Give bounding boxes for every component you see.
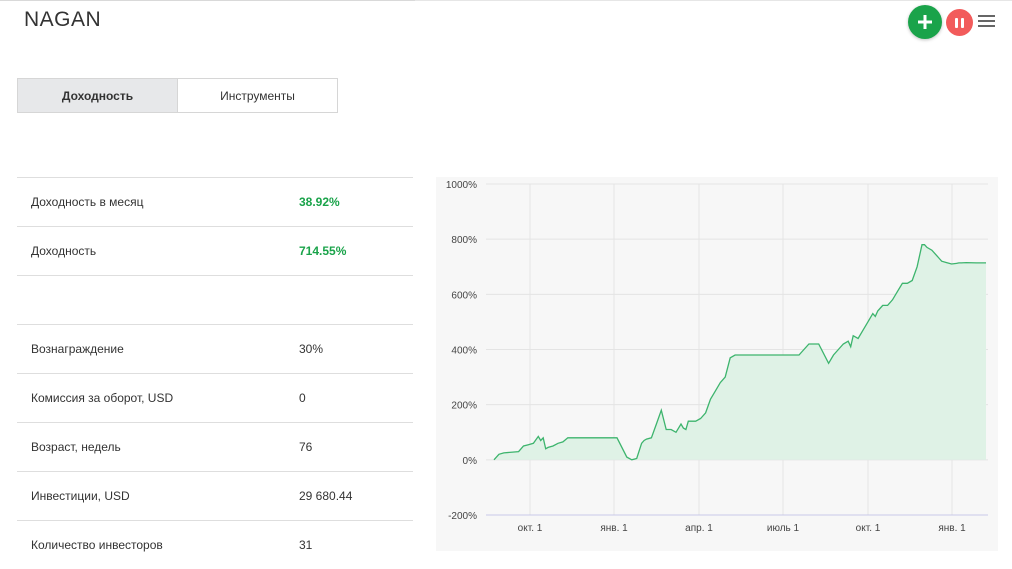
y-tick-label: 0%: [463, 456, 478, 467]
stat-value: 30%: [299, 342, 324, 356]
stat-value: 38.92%: [299, 195, 340, 209]
stat-label: Инвестиции, USD: [31, 489, 130, 503]
add-button[interactable]: [908, 5, 942, 39]
series-area: [494, 244, 986, 460]
stats-table: Доходность в месяц 38.92% Доходность 714…: [17, 177, 413, 569]
x-tick-label: окт. 1: [856, 523, 881, 534]
stat-label: Доходность: [31, 244, 97, 258]
stat-label: Количество инвесторов: [31, 538, 163, 552]
tab-returns[interactable]: Доходность: [18, 79, 178, 112]
y-tick-label: 200%: [451, 401, 477, 412]
stat-row-monthly: Доходность в месяц 38.92%: [17, 177, 413, 226]
x-tick-label: янв. 1: [600, 523, 628, 534]
returns-chart: 1000% 800% 600% 400% 200% 0% -200% окт. 1 янв. 1…: [436, 177, 998, 551]
series-line: [493, 244, 986, 461]
y-tick-label: -200%: [448, 511, 477, 522]
tab-instruments[interactable]: Инструменты: [220, 88, 295, 103]
tab-bar: Доходность Инструменты: [17, 78, 338, 113]
stat-row-empty: [17, 275, 413, 324]
x-tick-label: апр. 1: [685, 523, 713, 534]
x-tick-label: янв. 1: [938, 523, 966, 534]
page-title: NAGAN: [24, 8, 102, 31]
stat-row-total: Доходность 714.55%: [17, 226, 413, 275]
stat-row-age: Возраст, недель 76: [17, 422, 413, 471]
y-tick-label: 400%: [451, 346, 477, 357]
x-tick-label: июль 1: [767, 523, 800, 534]
pause-button[interactable]: [946, 9, 973, 36]
pause-icon: [955, 17, 958, 28]
menu-icon[interactable]: [978, 15, 995, 29]
stat-label: Вознаграждение: [31, 342, 124, 356]
returns-chart-svg: 1000% 800% 600% 400% 200% 0% -200% окт. 1 янв. 1…: [446, 180, 988, 534]
stat-value: 714.55%: [299, 244, 347, 258]
x-tick-label: окт. 1: [518, 523, 543, 534]
stat-value: 76: [299, 440, 313, 454]
stat-row-fee: Вознаграждение 30%: [17, 324, 413, 373]
stat-label: Доходность в месяц: [31, 195, 144, 209]
stat-value: 0: [299, 391, 306, 405]
stat-value: 31: [299, 538, 313, 552]
stat-value: 29 680.44: [299, 489, 353, 503]
stat-row-investment: Инвестиции, USD 29 680.44: [17, 471, 413, 520]
top-divider-right: [415, 0, 1012, 1]
y-tick-label: 800%: [451, 235, 477, 246]
y-tick-label: 600%: [451, 290, 477, 301]
plus-icon: [918, 15, 932, 29]
y-tick-label: 1000%: [446, 180, 477, 191]
stat-row-turnover: Комиссия за оборот, USD 0: [17, 373, 413, 422]
stat-label: Комиссия за оборот, USD: [31, 391, 174, 405]
top-divider: [0, 0, 415, 1]
stat-label: Возраст, недель: [31, 440, 121, 454]
stat-row-investors: Количество инвесторов 31: [17, 520, 413, 569]
